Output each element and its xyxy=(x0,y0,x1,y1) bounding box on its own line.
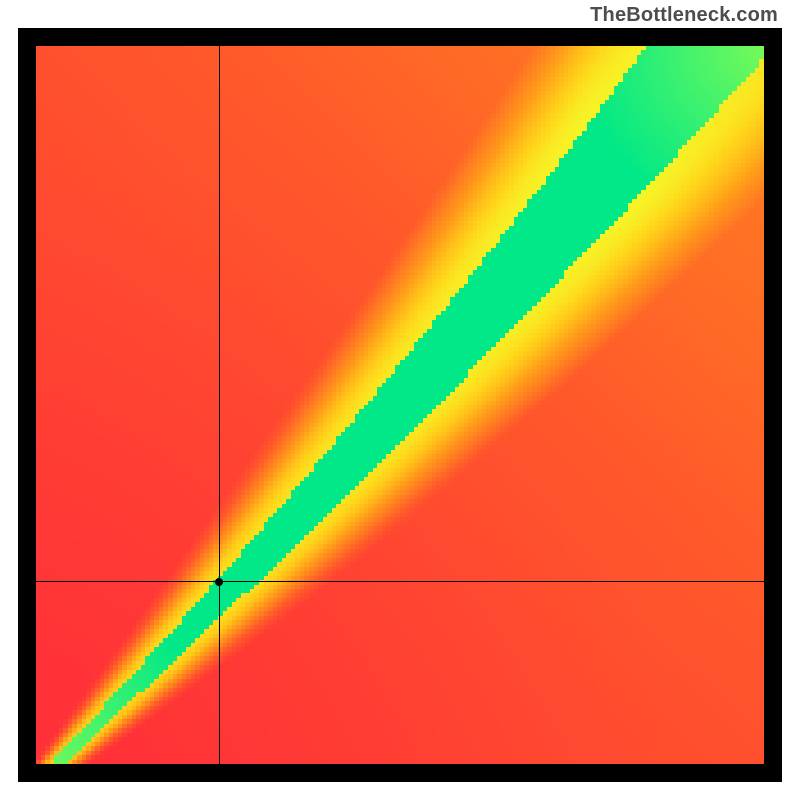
heatmap-canvas xyxy=(18,28,782,782)
chart-root: TheBottleneck.com xyxy=(0,0,800,800)
watermark-text: TheBottleneck.com xyxy=(590,4,778,27)
plot-frame xyxy=(18,28,782,782)
